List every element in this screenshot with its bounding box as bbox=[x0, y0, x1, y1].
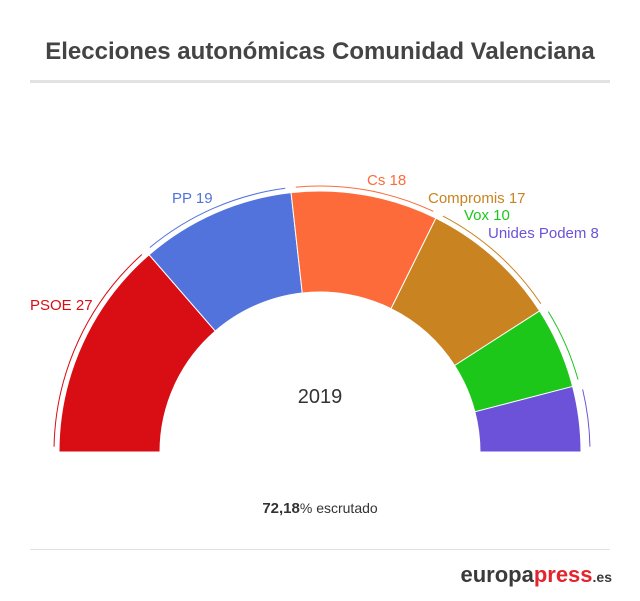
bracket-compromis bbox=[442, 215, 542, 305]
scrutiny-percent: 72,18 bbox=[262, 500, 300, 517]
bracket-pp bbox=[149, 187, 286, 248]
label-cs: Cs 18 bbox=[367, 172, 407, 189]
label-compromis: Compromis 17 bbox=[428, 190, 526, 207]
footer-divider bbox=[30, 549, 610, 550]
center-year: 2019 bbox=[297, 386, 343, 408]
title-divider bbox=[30, 80, 610, 83]
europapress-logo: europapress.es bbox=[460, 562, 612, 587]
label-unides-podem: Unides Podem 8 bbox=[488, 225, 599, 242]
percent-sign: % bbox=[299, 500, 313, 516]
chart-title: Elecciones autonómicas Comunidad Valenci… bbox=[45, 38, 595, 65]
slice-unides-podem bbox=[474, 385, 582, 453]
scrutiny-status: 72,18% escrutado bbox=[0, 500, 640, 517]
scrutiny-text: escrutado bbox=[312, 500, 378, 516]
label-pp: PP 19 bbox=[172, 190, 213, 207]
label-vox: Vox 10 bbox=[464, 207, 510, 224]
bracket-cs bbox=[295, 185, 434, 212]
label-psoe: PSOE 27 bbox=[30, 297, 93, 314]
bracket-vox bbox=[547, 311, 579, 380]
bracket-psoe bbox=[53, 254, 143, 447]
bracket-unides-podem bbox=[582, 389, 591, 447]
